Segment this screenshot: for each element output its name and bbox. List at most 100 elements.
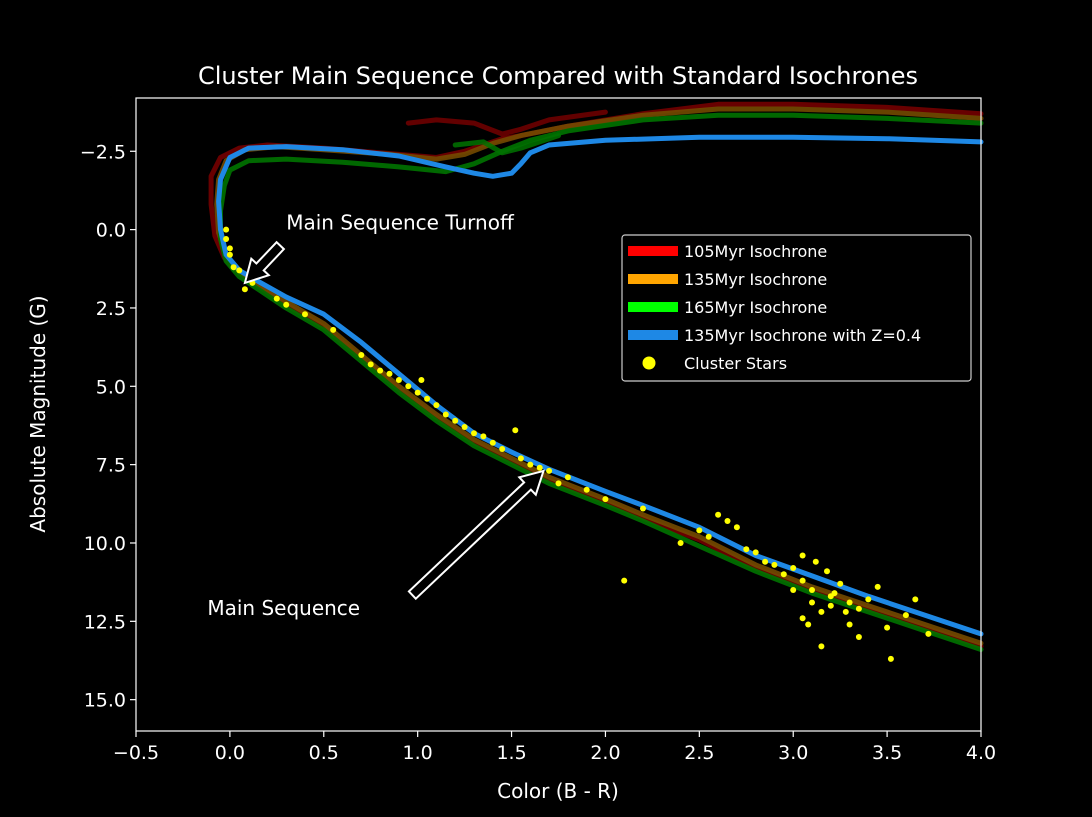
cluster-star-point (925, 630, 932, 637)
x-tick-label: 0.0 (215, 742, 245, 764)
cluster-star-point (809, 587, 815, 593)
x-axis-label: Color (B - R) (497, 779, 619, 803)
cluster-star-point (236, 267, 243, 274)
cluster-star-point (405, 383, 412, 390)
cluster-star-point (818, 643, 825, 650)
y-tick-label: 2.5 (96, 298, 126, 320)
annotation-arrow-2 (407, 469, 546, 601)
cluster-star-point (771, 561, 778, 568)
cluster-star-point (884, 624, 891, 631)
x-tick-label: 2.0 (590, 742, 620, 764)
cluster-star-point (273, 295, 280, 302)
cluster-star-point (799, 552, 806, 559)
x-tick-label: 3.5 (872, 742, 902, 764)
cluster-star-point (780, 571, 787, 578)
cluster-star-point (752, 549, 759, 556)
cluster-star-point (564, 474, 571, 481)
cluster-star-point (842, 608, 849, 615)
cluster-star-point (367, 361, 374, 368)
annotation-text-2: Main Sequence (207, 596, 360, 620)
x-tick-label: 4.0 (966, 742, 996, 764)
series-3-branch-1 (452, 133, 561, 156)
cluster-star-point (442, 411, 449, 418)
cluster-star-point (705, 533, 712, 540)
annotation-layer: Main Sequence Turnoff Main Sequence (207, 211, 546, 620)
cluster-star-point (855, 605, 862, 612)
x-tick-label: −0.5 (113, 742, 159, 764)
x-tick-label: 1.0 (403, 742, 433, 764)
cluster-star-point (230, 264, 237, 271)
y-tick-label: 15.0 (84, 690, 126, 712)
legend-label: Cluster Stars (684, 354, 787, 373)
cluster-star-point (790, 565, 797, 571)
cluster-star-point (831, 590, 838, 597)
cluster-star-point (583, 486, 590, 493)
cluster-star-point (733, 524, 740, 531)
cluster-star-point (424, 395, 431, 402)
y-axis-label: Absolute Magnitude (G) (26, 295, 50, 532)
cluster-star-point (837, 580, 844, 587)
cluster-star-point (226, 245, 233, 252)
cluster-star-point (386, 370, 393, 377)
y-tick-label: 10.0 (84, 533, 126, 555)
cluster-star-point (790, 587, 797, 593)
y-tick-label: 7.5 (96, 455, 126, 477)
cluster-star-point (223, 226, 230, 233)
cluster-star-point (480, 433, 487, 440)
x-axis-ticks: −0.5 0.0 0.5 1.0 1.5 2.0 2.5 3.0 3.5 4.0 (113, 731, 996, 764)
cluster-star-point (283, 301, 290, 308)
chart-title: Cluster Main Sequence Compared with Stan… (198, 62, 918, 90)
cluster-star-point (241, 286, 248, 293)
cluster-star-point (377, 367, 384, 374)
cluster-star-point (874, 583, 881, 590)
annotation-1: Main Sequence Turnoff (243, 211, 515, 285)
x-tick-label: 2.5 (684, 742, 714, 764)
series-layer (208, 101, 984, 652)
legend-label: 135Myr Isochrone with Z=0.4 (684, 326, 921, 345)
cluster-star-point (805, 621, 812, 628)
cluster-star-point (602, 496, 609, 503)
cluster-star-point (640, 505, 646, 512)
plot-area: Main Sequence Turnoff Main Sequence (135, 97, 984, 732)
cluster-star-point (846, 599, 853, 606)
cluster-star-point (461, 424, 468, 430)
x-tick-label: 1.5 (496, 742, 526, 764)
legend-swatch (628, 330, 678, 340)
legend: 105Myr Isochrone 135Myr Isochrone 165Myr I… (621, 234, 972, 382)
cluster-star-point (696, 527, 703, 534)
cluster-star-point (621, 577, 628, 584)
plot-frame (135, 97, 982, 732)
cluster-star-point (452, 417, 459, 424)
cluster-star-point (715, 511, 722, 518)
series-4 (216, 134, 984, 637)
cluster-star-point (887, 655, 894, 662)
annotation-arrow-1 (243, 240, 286, 285)
y-tick-label: 12.5 (84, 611, 126, 633)
cluster-star-point (827, 602, 834, 609)
cluster-star-point (677, 540, 684, 546)
cluster-star-point (762, 558, 769, 565)
x-tick-label: 0.5 (309, 742, 339, 764)
cluster-star-point (809, 599, 815, 606)
legend-label: 135Myr Isochrone (684, 270, 827, 289)
legend-box (621, 234, 972, 382)
cluster-star-point (414, 389, 421, 396)
cluster-star-point (226, 251, 233, 258)
legend-label: 165Myr Isochrone (684, 298, 827, 317)
x-tick-label: 3.0 (778, 742, 808, 764)
cluster-star-point (555, 480, 562, 487)
y-tick-label: 0.0 (96, 220, 126, 242)
cluster-star-point (855, 634, 862, 640)
series-line-3 (218, 112, 984, 652)
cluster-star-point (799, 615, 806, 622)
annotation-2: Main Sequence (207, 469, 546, 620)
stars-layer (223, 226, 932, 662)
legend-swatch (628, 246, 678, 256)
cluster-star-point (499, 446, 506, 452)
cluster-star-point (517, 455, 524, 462)
annotation-text-1: Main Sequence Turnoff (286, 211, 515, 235)
y-tick-label: 5.0 (96, 376, 126, 398)
cluster-star-point (536, 464, 543, 471)
